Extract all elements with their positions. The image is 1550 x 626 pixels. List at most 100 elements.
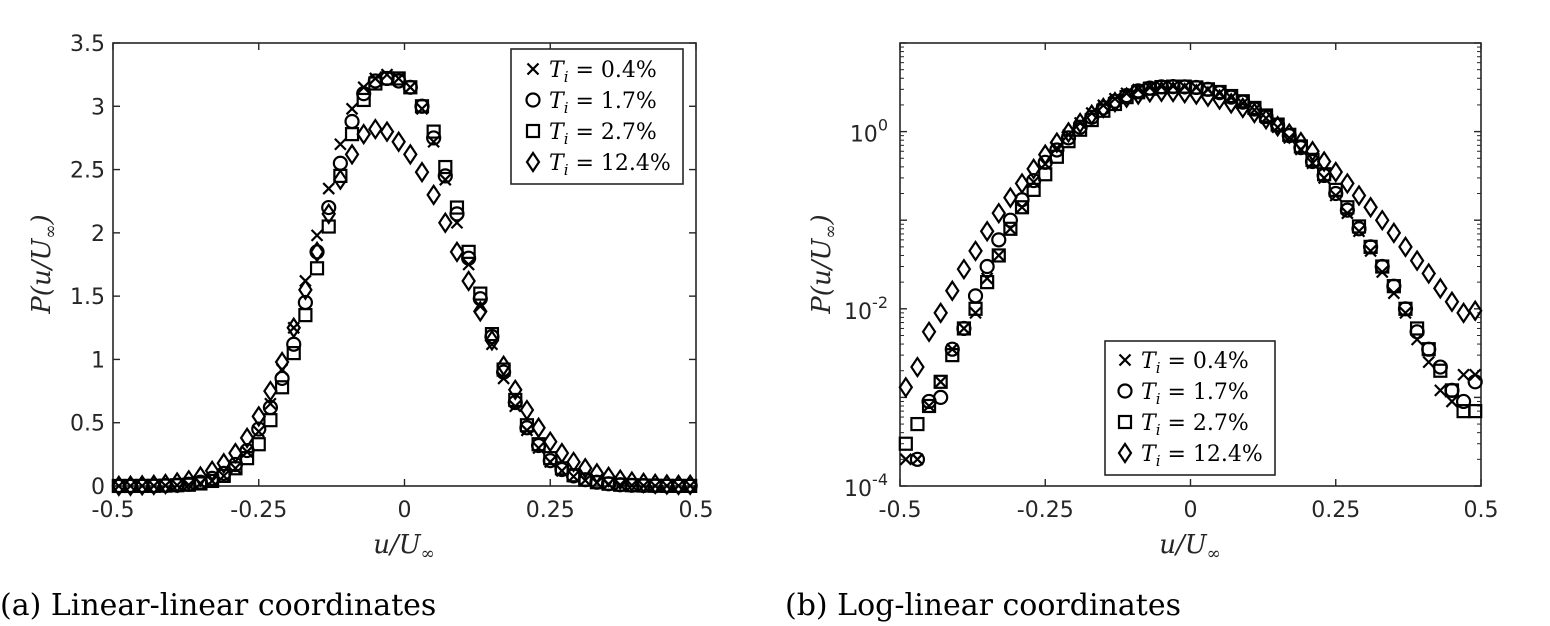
data-point	[1386, 279, 1401, 294]
y-axis-label-a: P(u/U∞)	[27, 214, 61, 314]
data-point	[1177, 82, 1193, 105]
data-point	[438, 159, 453, 175]
data-point	[391, 71, 406, 86]
x-tick-label-b: -0.5	[879, 498, 922, 523]
data-point	[1375, 259, 1390, 274]
chart-linear: -0.5 -0.25 0 0.25 0.5 0 0.5 1 1.5 2 2.5 3 3.5 u/U∞ P…	[27, 32, 714, 564]
data-point	[636, 471, 651, 494]
data-point	[1445, 395, 1459, 408]
data-point	[956, 321, 972, 336]
data-point	[449, 240, 465, 263]
data-point	[1270, 115, 1285, 138]
data-markers-a	[111, 68, 698, 497]
data-point	[344, 127, 360, 142]
data-point	[956, 258, 972, 281]
data-point	[969, 306, 982, 320]
data-point	[1328, 161, 1344, 183]
data-point	[1316, 150, 1332, 173]
data-point	[933, 374, 948, 389]
data-point	[1130, 83, 1146, 106]
data-point	[1014, 200, 1030, 215]
data-point	[170, 478, 184, 492]
data-point	[933, 389, 949, 405]
data-point	[1212, 88, 1227, 111]
data-point	[380, 68, 394, 81]
data-point	[980, 275, 995, 290]
data-point	[309, 244, 325, 260]
data-point	[1456, 301, 1471, 324]
y-tick-label-a: 0	[91, 475, 105, 500]
data-point	[979, 258, 995, 275]
x-tick-label-a: 0.5	[679, 498, 714, 523]
data-point	[298, 278, 313, 301]
data-point	[426, 183, 441, 206]
data-point	[967, 288, 984, 304]
legend-marker	[1117, 383, 1133, 399]
data-point	[228, 442, 243, 465]
data-point	[647, 472, 663, 495]
data-point	[1026, 182, 1041, 197]
data-point	[1026, 157, 1041, 180]
data-point	[899, 453, 913, 466]
data-point	[637, 479, 650, 492]
data-markers-b	[898, 79, 1483, 467]
data-point	[263, 380, 278, 403]
data-point	[403, 143, 418, 166]
data-point	[1421, 341, 1437, 357]
data-point	[1422, 355, 1435, 369]
data-point	[193, 465, 208, 488]
legend-entry: Ti = 1.7%	[1141, 380, 1249, 408]
x-tick-label-b: 0.5	[1464, 498, 1499, 523]
data-point	[1084, 103, 1100, 126]
data-point	[1444, 290, 1460, 313]
data-point	[1072, 112, 1088, 134]
data-point	[566, 450, 581, 473]
data-point	[404, 81, 417, 94]
data-point	[1003, 221, 1018, 236]
data-point	[1398, 235, 1413, 258]
caption-b: (b) Log-linear coordinates	[785, 588, 1181, 623]
data-point	[1444, 382, 1460, 398]
data-point	[1444, 383, 1460, 398]
data-point	[391, 130, 406, 153]
data-point	[1154, 80, 1169, 103]
data-point	[1386, 278, 1402, 294]
data-point	[625, 479, 639, 492]
data-point	[484, 329, 500, 352]
data-point	[321, 219, 336, 234]
data-point	[554, 442, 570, 465]
data-point	[957, 322, 971, 335]
x-tick-label-a: -0.5	[92, 498, 135, 523]
data-point	[169, 471, 185, 494]
y-tick-label-a: 3	[91, 95, 105, 120]
data-point	[911, 453, 924, 466]
data-point	[344, 113, 360, 130]
x-tick-label-a: -0.25	[230, 498, 287, 523]
data-point	[1386, 221, 1402, 244]
data-point	[992, 249, 1006, 262]
legend-entry: Ti = 0.4%	[1141, 349, 1249, 377]
data-point	[1200, 85, 1216, 108]
legend-marker	[525, 123, 541, 139]
data-point	[286, 316, 302, 339]
data-point	[1433, 363, 1448, 378]
data-point	[945, 348, 960, 363]
data-point	[321, 202, 337, 225]
data-point	[1363, 239, 1378, 254]
data-point	[437, 168, 453, 184]
data-point	[1468, 404, 1483, 419]
caption-a: (a) Linear-linear coordinates	[0, 588, 436, 623]
data-point	[263, 413, 278, 428]
x-tick-label-b: 0.25	[1311, 498, 1360, 523]
x-tick-label-a: 0.25	[526, 498, 575, 523]
data-point	[111, 474, 127, 497]
data-point	[1434, 384, 1447, 397]
data-point	[322, 182, 335, 195]
legend-marker	[525, 151, 541, 173]
data-point	[414, 161, 430, 184]
y-tick-label-a: 1	[91, 348, 105, 373]
data-point	[934, 375, 947, 389]
data-point	[439, 173, 452, 186]
y-tick-label-a: 0.5	[70, 412, 105, 437]
data-point	[496, 354, 511, 377]
